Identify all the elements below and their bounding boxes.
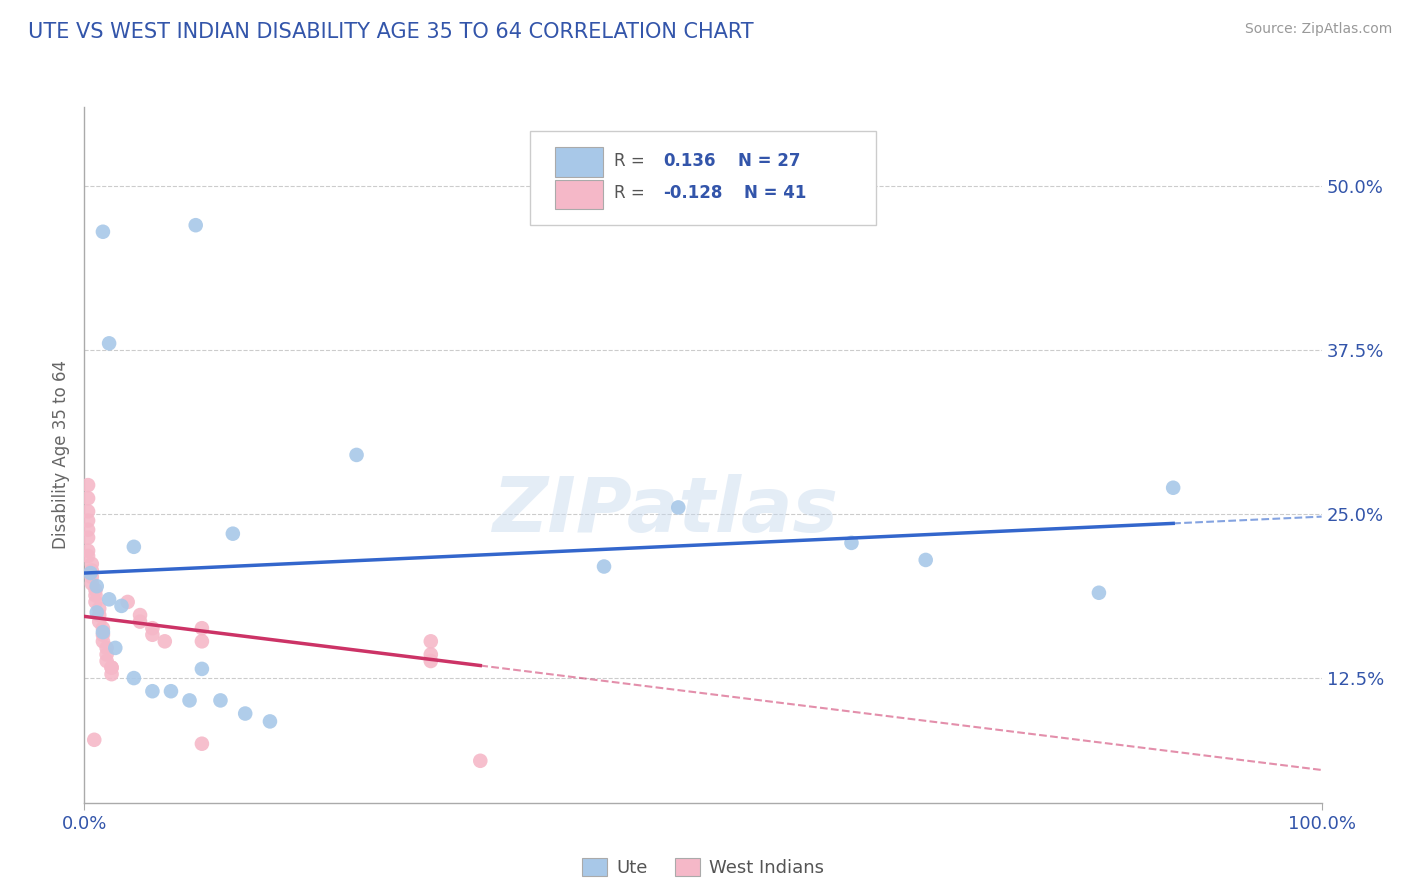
Point <box>91 628 114 642</box>
Text: UTE VS WEST INDIAN DISABILITY AGE 35 TO 64 CORRELATION CHART: UTE VS WEST INDIAN DISABILITY AGE 35 TO … <box>28 22 754 42</box>
Point <box>96 654 118 668</box>
Point <box>84 588 107 602</box>
Point <box>209 693 232 707</box>
Point <box>346 448 368 462</box>
Point <box>419 648 441 662</box>
Point <box>83 732 105 747</box>
Point <box>100 660 122 674</box>
Point <box>153 634 176 648</box>
Point <box>77 549 100 563</box>
Legend: Ute, West Indians: Ute, West Indians <box>575 850 831 884</box>
Point <box>80 557 103 571</box>
FancyBboxPatch shape <box>554 180 603 210</box>
Point <box>222 526 245 541</box>
Point <box>77 514 100 528</box>
Point <box>77 491 100 506</box>
Point <box>470 754 492 768</box>
Point <box>77 523 100 537</box>
Point <box>160 684 183 698</box>
Point <box>91 634 114 648</box>
Point <box>77 543 100 558</box>
Point <box>1088 586 1111 600</box>
Text: ZIPatlas: ZIPatlas <box>494 474 839 548</box>
Point <box>259 714 281 729</box>
Point <box>77 531 100 545</box>
Point <box>100 667 122 681</box>
Point <box>104 640 127 655</box>
Point <box>79 566 101 580</box>
Point <box>122 540 145 554</box>
Point <box>100 660 122 674</box>
FancyBboxPatch shape <box>554 147 603 177</box>
Point <box>110 599 132 613</box>
Point <box>141 628 163 642</box>
Point <box>84 595 107 609</box>
Text: R =: R = <box>614 185 645 202</box>
Text: Source: ZipAtlas.com: Source: ZipAtlas.com <box>1244 22 1392 37</box>
Point <box>191 737 214 751</box>
Point <box>96 648 118 662</box>
Point <box>89 601 111 615</box>
Point <box>129 608 152 623</box>
Point <box>141 684 163 698</box>
Point <box>77 478 100 492</box>
Point <box>80 570 103 584</box>
Point <box>80 564 103 578</box>
Point <box>141 621 163 635</box>
Point <box>117 595 139 609</box>
Text: N = 41: N = 41 <box>744 185 806 202</box>
Text: R =: R = <box>614 152 645 169</box>
Point <box>191 662 214 676</box>
Point <box>191 621 214 635</box>
Point <box>89 615 111 629</box>
Point <box>419 654 441 668</box>
Point <box>419 634 441 648</box>
Point <box>91 225 114 239</box>
Point <box>233 706 256 721</box>
Point <box>191 634 214 648</box>
Point <box>77 504 100 518</box>
Point <box>96 640 118 655</box>
Point <box>1161 481 1184 495</box>
Text: -0.128: -0.128 <box>664 185 723 202</box>
Point <box>86 579 108 593</box>
Point <box>184 218 207 232</box>
Point <box>98 336 121 351</box>
Point <box>179 693 201 707</box>
Text: 0.136: 0.136 <box>664 152 716 169</box>
Point <box>89 608 111 623</box>
Point <box>84 583 107 598</box>
Point <box>841 536 863 550</box>
Text: N = 27: N = 27 <box>738 152 800 169</box>
Point <box>86 606 108 620</box>
FancyBboxPatch shape <box>530 131 876 226</box>
Y-axis label: Disability Age 35 to 64: Disability Age 35 to 64 <box>52 360 70 549</box>
Point <box>593 559 616 574</box>
Point <box>914 553 936 567</box>
Point <box>80 576 103 591</box>
Point <box>98 592 121 607</box>
Point <box>129 615 152 629</box>
Point <box>122 671 145 685</box>
Point <box>91 621 114 635</box>
Point <box>91 625 114 640</box>
Point <box>666 500 689 515</box>
